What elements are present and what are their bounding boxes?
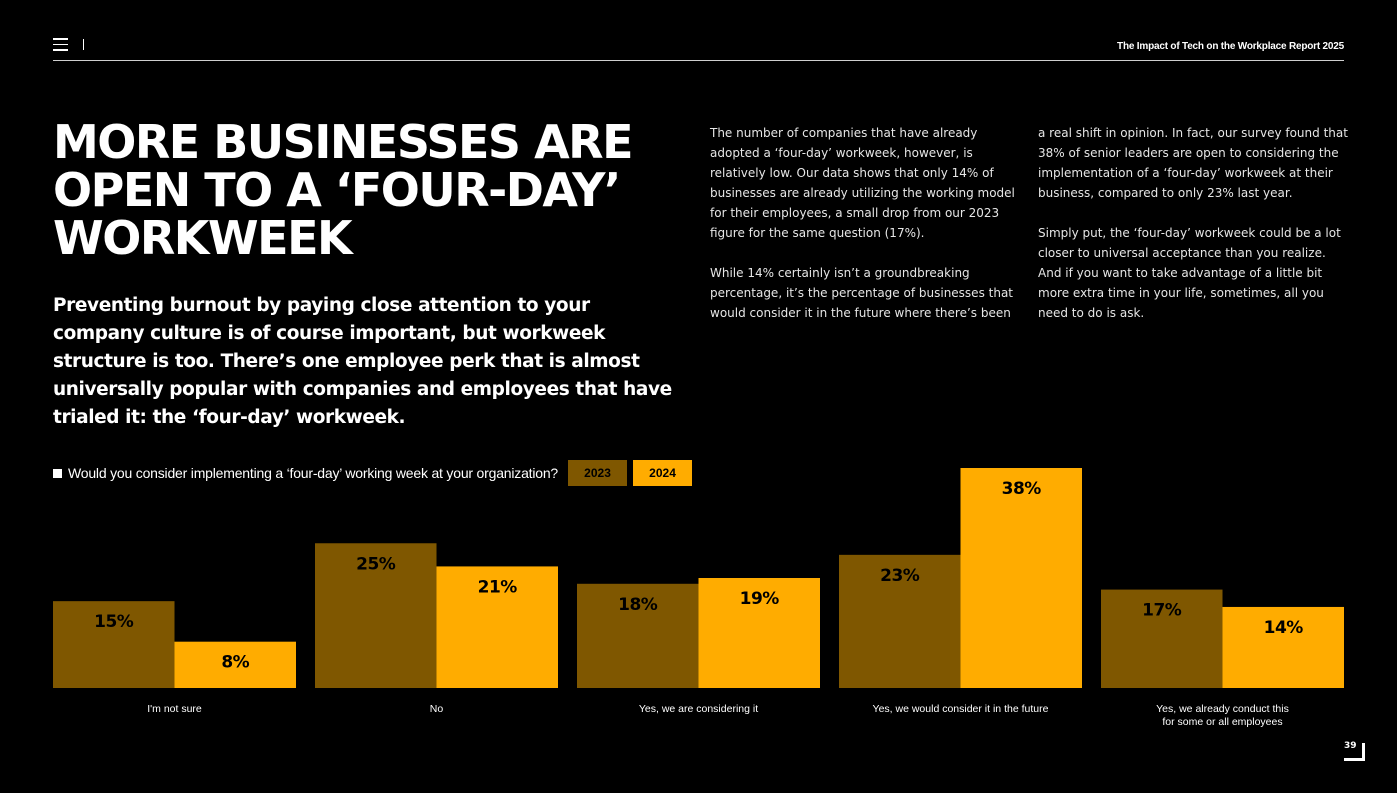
top-bar: The Impact of Tech on the Workplace Repo… bbox=[53, 36, 1344, 61]
body-paragraph: While 14% certainly isn’t a groundbreaki… bbox=[710, 266, 1013, 320]
bar-2023-1 bbox=[315, 543, 437, 688]
subheading: Preventing burnout by paying close atten… bbox=[53, 295, 672, 428]
body-paragraph: Simply put, the ‘four-day’ workweek coul… bbox=[1038, 226, 1341, 320]
page-title: MORE BUSINESSES ARE OPEN TO A ‘FOUR-DAY’… bbox=[53, 115, 634, 265]
category-label: No bbox=[430, 703, 444, 715]
bar-value-label: 8% bbox=[221, 653, 249, 673]
bar-2024-2 bbox=[698, 578, 820, 688]
body-paragraph: a real shift in opinion. In fact, our su… bbox=[1038, 126, 1348, 200]
body-paragraph: The number of companies that have alread… bbox=[710, 126, 1015, 240]
page-number: 39 bbox=[1344, 741, 1357, 751]
bar-2023-0 bbox=[53, 601, 175, 688]
category-label: I'm not sure bbox=[147, 703, 202, 715]
bar-value-label: 17% bbox=[1142, 601, 1182, 621]
bar-2024-0 bbox=[174, 641, 296, 688]
bar-2023-2 bbox=[577, 583, 699, 688]
hamburger-menu-icon[interactable] bbox=[53, 38, 68, 51]
body-column-2: a real shift in opinion. In fact, our su… bbox=[1038, 123, 1350, 343]
category-label: Yes, we are considering it bbox=[639, 703, 758, 715]
divider bbox=[83, 39, 84, 50]
chart-legend: Would you consider implementing a ‘four-… bbox=[53, 460, 698, 486]
bar-value-label: 15% bbox=[94, 612, 134, 632]
bar-value-label: 23% bbox=[880, 566, 920, 586]
body-column-1: The number of companies that have alread… bbox=[710, 123, 1022, 343]
bar-value-label: 18% bbox=[618, 595, 658, 615]
bar-2023-3 bbox=[839, 554, 961, 688]
category-label: Yes, we would consider it in the future bbox=[873, 703, 1049, 715]
bar-2024-4 bbox=[1222, 606, 1344, 688]
bar-value-label: 19% bbox=[740, 589, 780, 609]
bar-value-label: 14% bbox=[1264, 618, 1304, 638]
bar-value-label: 21% bbox=[478, 577, 518, 597]
legend-2023: 2023 bbox=[568, 460, 628, 486]
bar-2024-3 bbox=[960, 468, 1082, 688]
bullet-square-icon bbox=[53, 468, 62, 478]
bar-value-label: 25% bbox=[356, 554, 396, 574]
legend-2024: 2024 bbox=[633, 460, 693, 486]
category-label: for some or all employees bbox=[1162, 716, 1282, 728]
bar-value-label: 38% bbox=[1002, 479, 1042, 499]
report-title: The Impact of Tech on the Workplace Repo… bbox=[1117, 41, 1344, 52]
chart-question: Would you consider implementing a ‘four-… bbox=[68, 465, 559, 481]
corner-mark-icon bbox=[1344, 743, 1365, 761]
bar-2023-4 bbox=[1101, 589, 1223, 688]
category-label: Yes, we already conduct this bbox=[1156, 703, 1289, 715]
bar-2024-1 bbox=[436, 566, 558, 688]
